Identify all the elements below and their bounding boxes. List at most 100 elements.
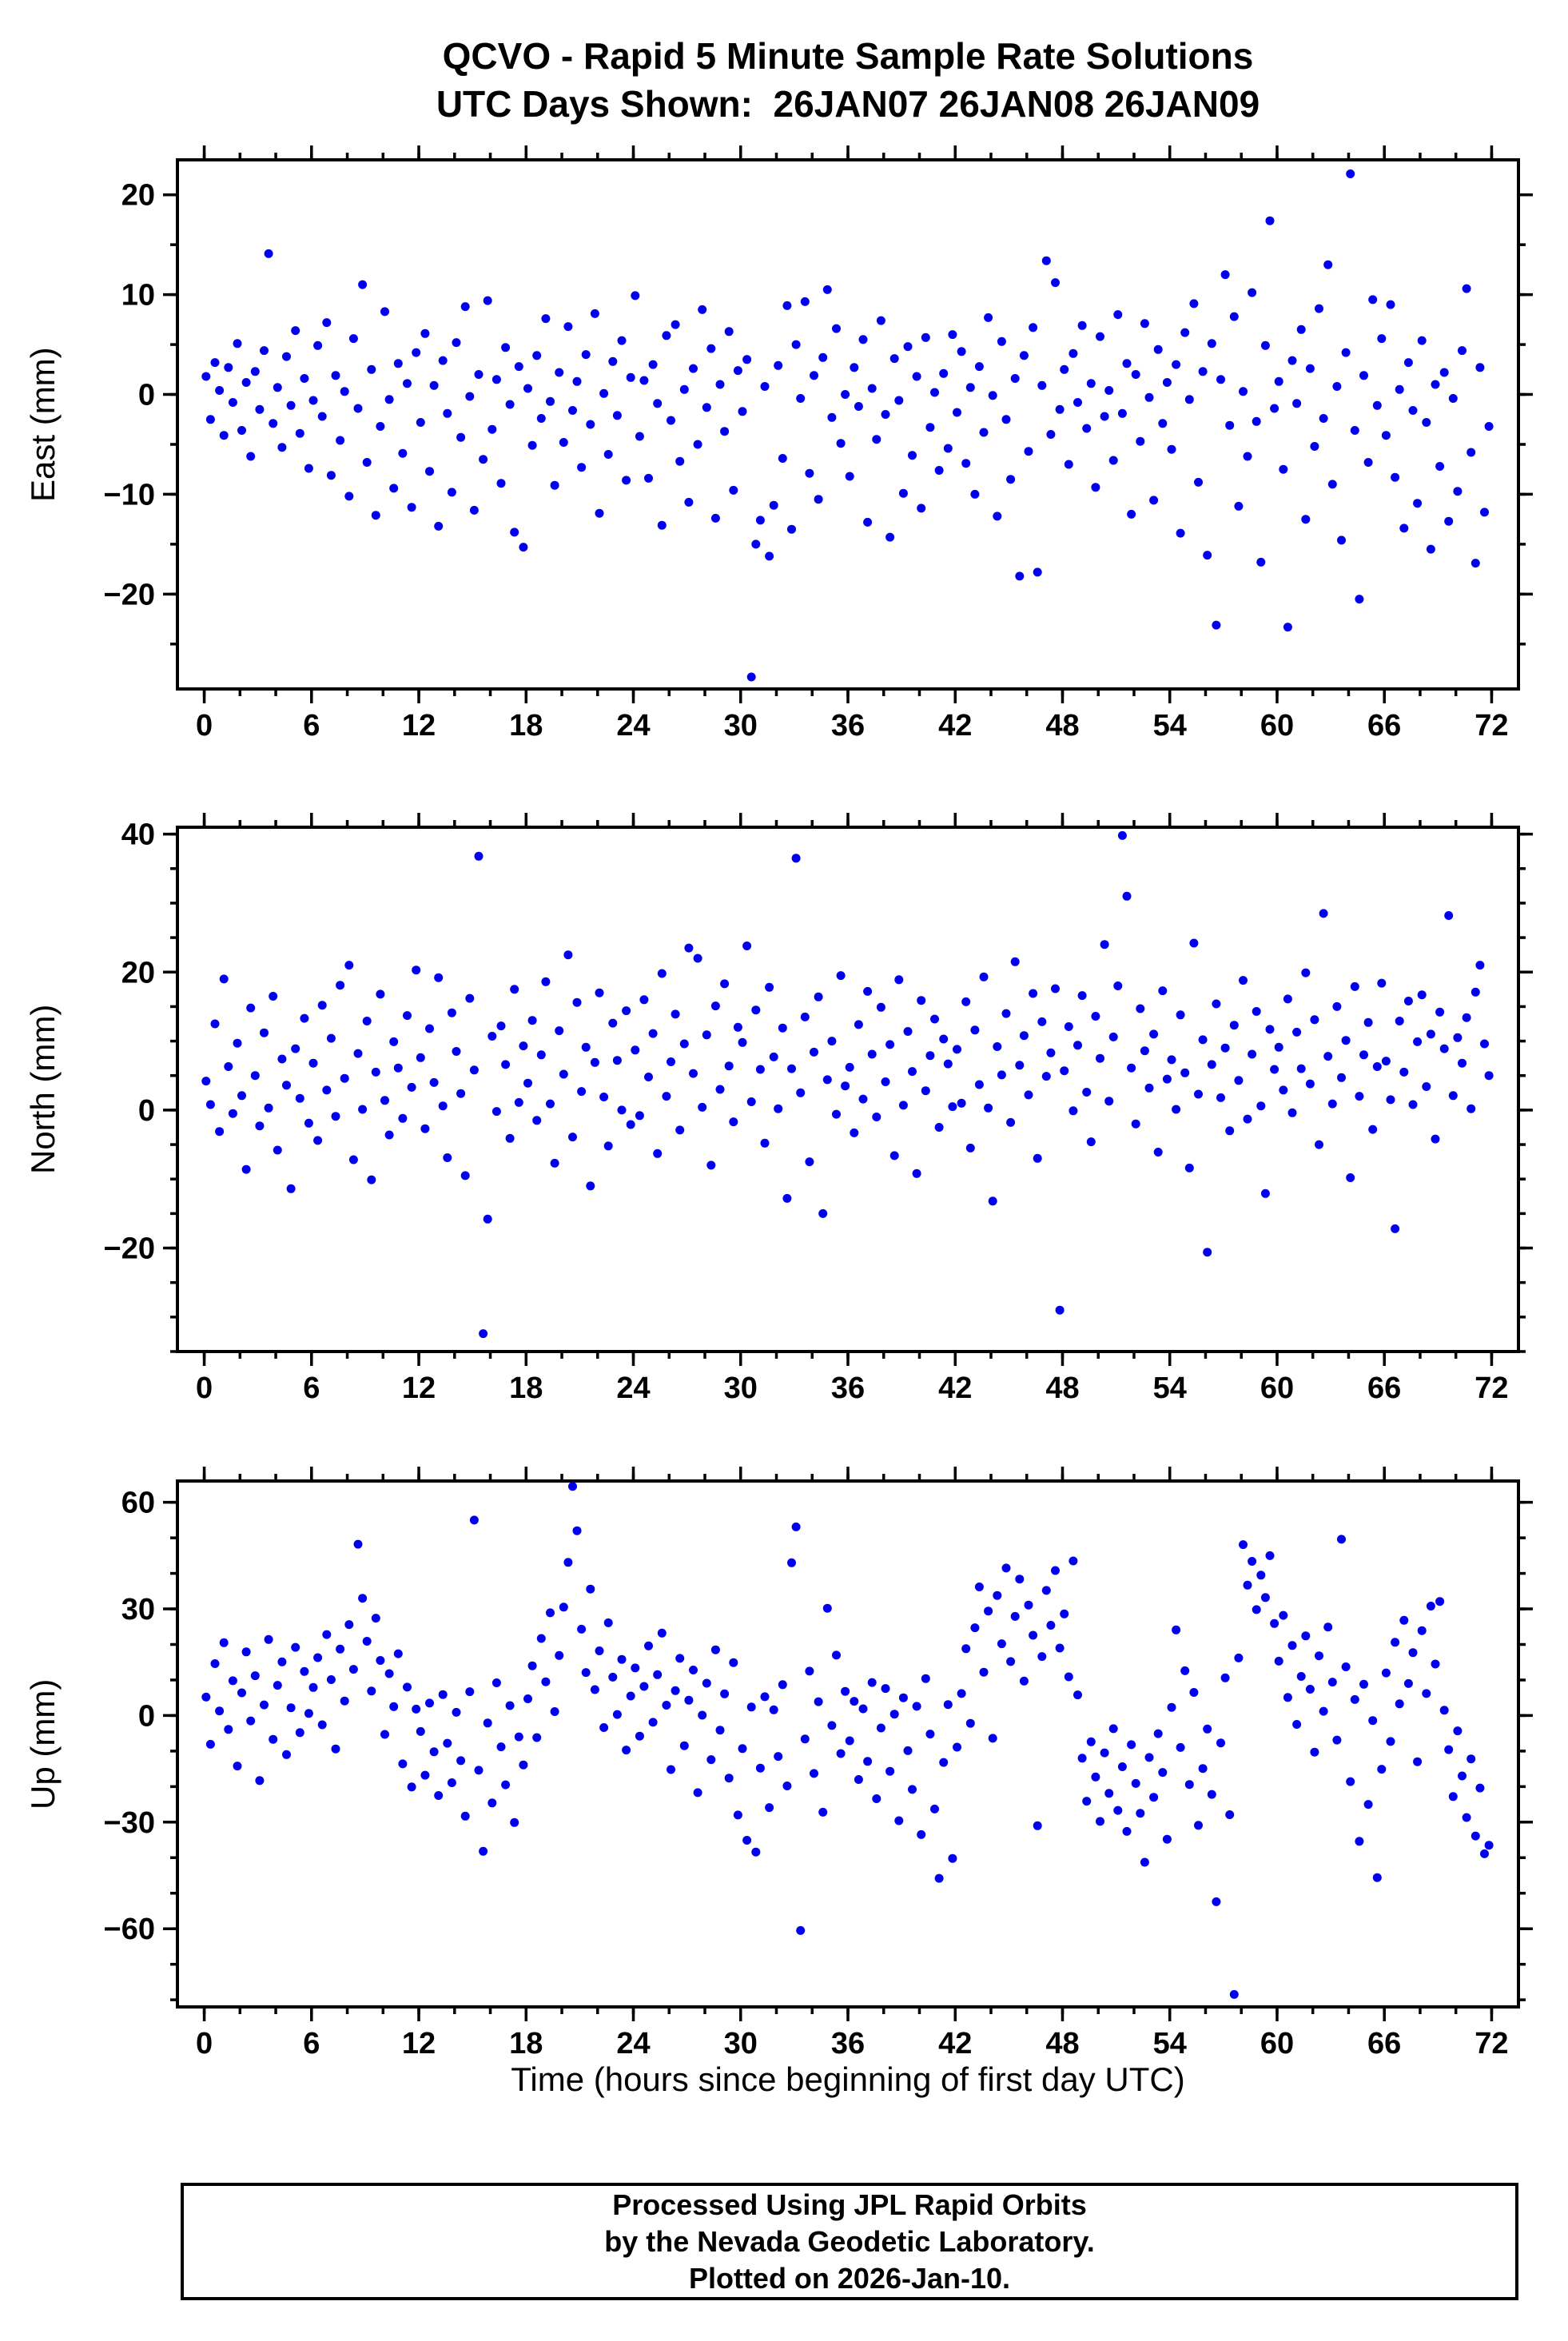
data-point xyxy=(568,1133,577,1142)
data-point xyxy=(358,1594,368,1603)
data-point xyxy=(1037,1017,1047,1026)
data-point xyxy=(1484,1071,1494,1081)
data-point xyxy=(1453,1033,1463,1042)
data-point xyxy=(447,488,456,497)
data-point xyxy=(425,467,434,476)
data-point xyxy=(1001,1563,1011,1573)
data-point xyxy=(1422,1082,1431,1091)
data-point xyxy=(639,995,649,1005)
data-point xyxy=(733,1810,742,1820)
data-point xyxy=(1060,1609,1069,1618)
data-point xyxy=(1239,976,1248,985)
up-axis-label: Up (mm) xyxy=(24,1678,62,1809)
data-point xyxy=(662,1092,671,1101)
data-point xyxy=(1408,406,1418,415)
data-point xyxy=(344,961,354,970)
data-point xyxy=(488,424,497,434)
data-point xyxy=(1475,363,1485,372)
data-point xyxy=(420,1770,430,1780)
data-point xyxy=(250,1071,260,1081)
data-point xyxy=(854,1775,863,1784)
data-point xyxy=(282,352,291,361)
data-point xyxy=(965,1718,975,1728)
data-point xyxy=(1279,1085,1288,1095)
data-point xyxy=(1270,404,1279,413)
data-point xyxy=(241,378,251,387)
data-point xyxy=(965,383,975,392)
data-point xyxy=(340,1696,349,1706)
data-point xyxy=(948,330,957,340)
data-point xyxy=(300,374,309,383)
data-point xyxy=(961,459,971,468)
data-point xyxy=(1180,328,1190,337)
data-point xyxy=(1086,1137,1096,1147)
y-tick-label: 0 xyxy=(138,1699,155,1733)
data-point xyxy=(1239,1540,1248,1550)
data-point xyxy=(519,1760,528,1770)
data-point xyxy=(1108,1032,1118,1041)
x-tick-label: 72 xyxy=(1474,1372,1508,1405)
data-point xyxy=(1122,891,1132,901)
data-point xyxy=(317,1720,327,1730)
north-points xyxy=(201,830,1494,1339)
x-tick-label: 72 xyxy=(1474,2027,1508,2060)
data-point xyxy=(1100,1748,1109,1758)
data-point xyxy=(237,1091,246,1101)
data-point xyxy=(876,1723,885,1733)
data-point xyxy=(1458,1771,1467,1781)
data-point xyxy=(1458,1058,1467,1068)
data-point xyxy=(205,1100,215,1109)
data-point xyxy=(751,1847,761,1857)
data-point xyxy=(568,1482,577,1491)
data-point xyxy=(412,348,421,357)
data-point xyxy=(648,1718,658,1727)
data-point xyxy=(970,489,980,499)
data-point xyxy=(787,1558,796,1567)
data-point xyxy=(313,340,323,350)
data-point xyxy=(818,1807,828,1817)
data-point xyxy=(1153,1729,1163,1738)
data-point xyxy=(308,1682,318,1692)
data-point xyxy=(340,387,349,396)
data-point xyxy=(304,464,313,473)
data-point xyxy=(380,1730,389,1739)
data-point xyxy=(1422,1689,1431,1698)
data-point xyxy=(1207,1790,1216,1799)
data-point xyxy=(246,1003,256,1013)
data-point xyxy=(903,1746,913,1755)
title-line-1: QCVO - Rapid 5 Minute Sample Rate Soluti… xyxy=(442,35,1254,77)
data-point xyxy=(452,1047,461,1056)
data-point xyxy=(273,1145,282,1155)
data-point xyxy=(1337,1535,1346,1544)
data-point xyxy=(778,454,787,463)
data-point xyxy=(671,320,680,329)
data-point xyxy=(1198,1035,1208,1045)
data-point xyxy=(250,367,260,376)
data-point xyxy=(577,1624,587,1634)
data-point xyxy=(1046,1621,1056,1630)
data-point xyxy=(384,1669,394,1678)
x-tick-label: 66 xyxy=(1367,709,1401,743)
data-point xyxy=(1467,448,1476,457)
data-point xyxy=(403,379,412,388)
data-point xyxy=(1060,364,1069,374)
data-point xyxy=(1006,475,1016,484)
data-point xyxy=(1006,1657,1016,1666)
data-point xyxy=(1310,1747,1319,1757)
data-point xyxy=(443,1153,452,1162)
data-point xyxy=(667,416,675,425)
data-point xyxy=(836,971,846,981)
data-point xyxy=(1417,336,1427,345)
data-point xyxy=(1359,1050,1368,1060)
x-tick-label: 42 xyxy=(938,709,972,743)
data-point xyxy=(541,314,551,324)
data-point xyxy=(1381,1057,1391,1066)
data-point xyxy=(979,1667,989,1677)
data-point xyxy=(1332,1735,1342,1745)
up-scatter-panel: 0 6 12 18 24 30 36 42 48 54 60 66 72 −60 −30 0 30 60 xyxy=(104,1467,1533,2060)
data-point xyxy=(264,1103,273,1113)
data-point xyxy=(474,851,484,861)
data-point xyxy=(912,372,921,381)
data-point xyxy=(720,1689,730,1698)
data-point xyxy=(1332,1001,1342,1011)
